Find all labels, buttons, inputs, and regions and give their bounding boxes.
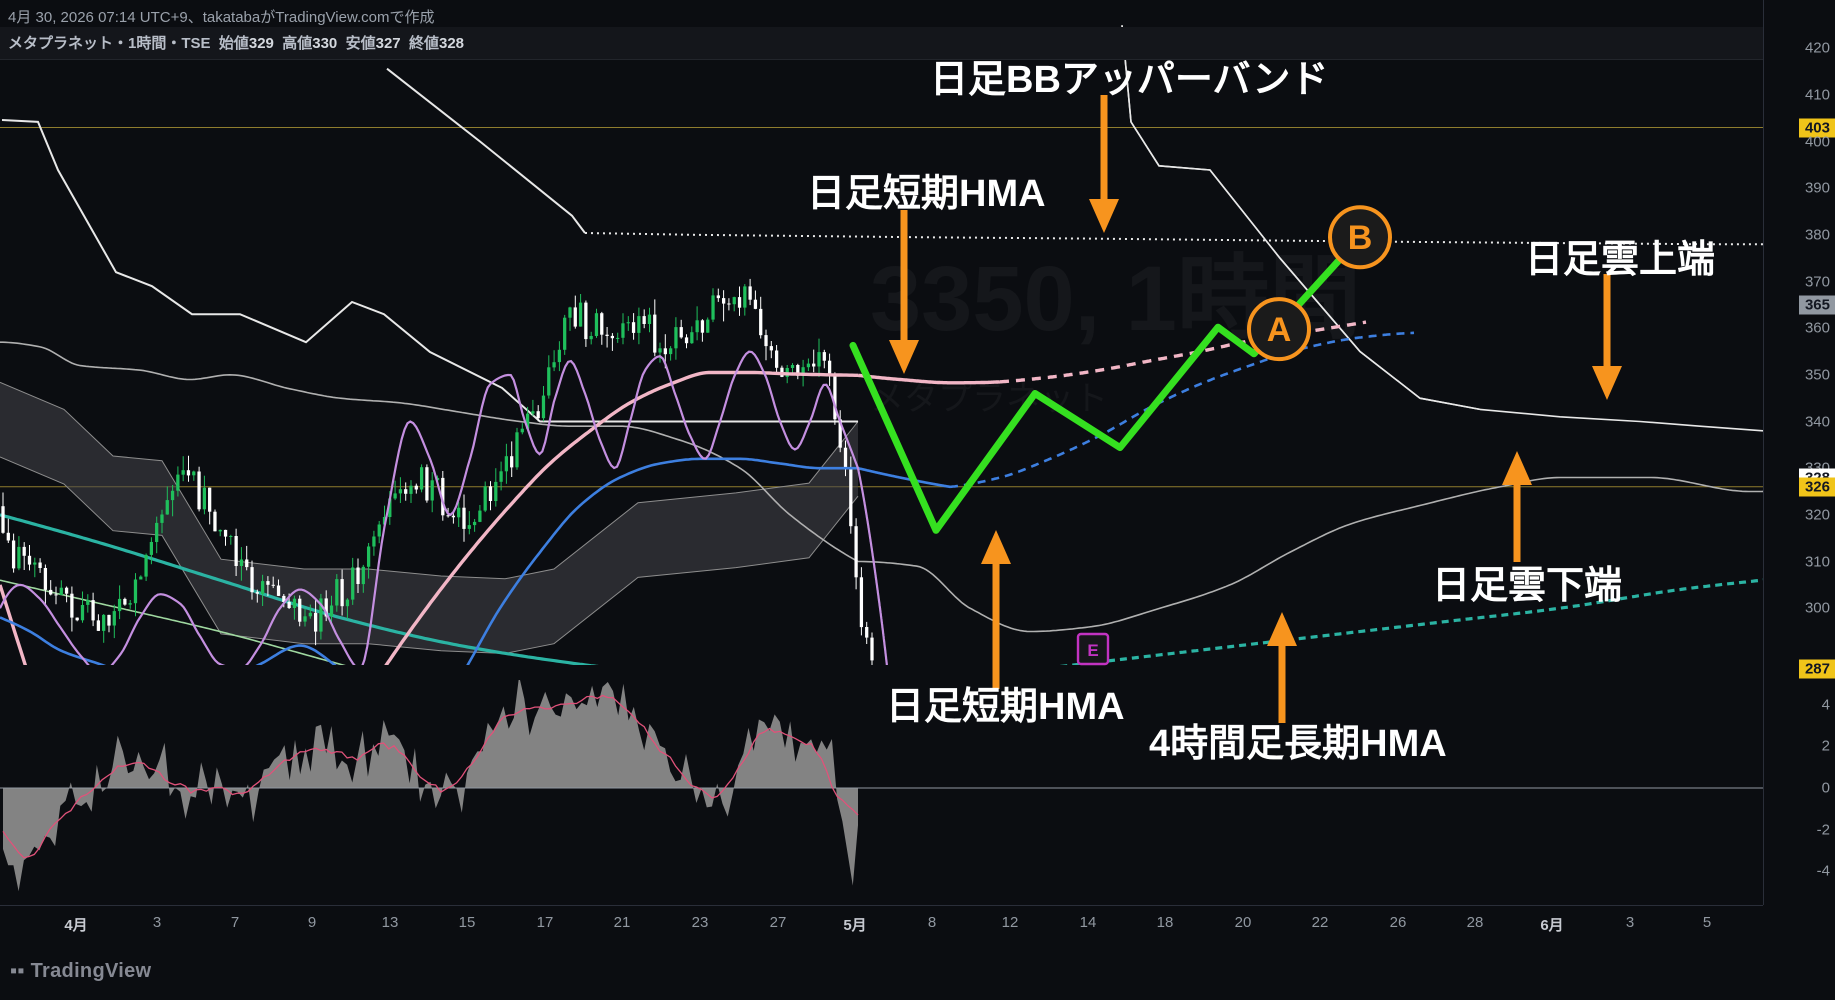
svg-text:日足短期HMA: 日足短期HMA	[807, 173, 1046, 215]
svg-text:日足BBアッパーバンド: 日足BBアッパーバンド	[930, 59, 1328, 101]
svg-text:A: A	[1267, 311, 1292, 349]
svg-text:B: B	[1348, 219, 1373, 257]
svg-text:4時間足長期HMA: 4時間足長期HMA	[1149, 723, 1447, 765]
svg-text:日足短期HMA: 日足短期HMA	[886, 686, 1125, 728]
svg-text:日足雲上端: 日足雲上端	[1525, 239, 1715, 281]
svg-text:E: E	[1087, 641, 1098, 660]
svg-text:日足雲下端: 日足雲下端	[1432, 565, 1622, 607]
